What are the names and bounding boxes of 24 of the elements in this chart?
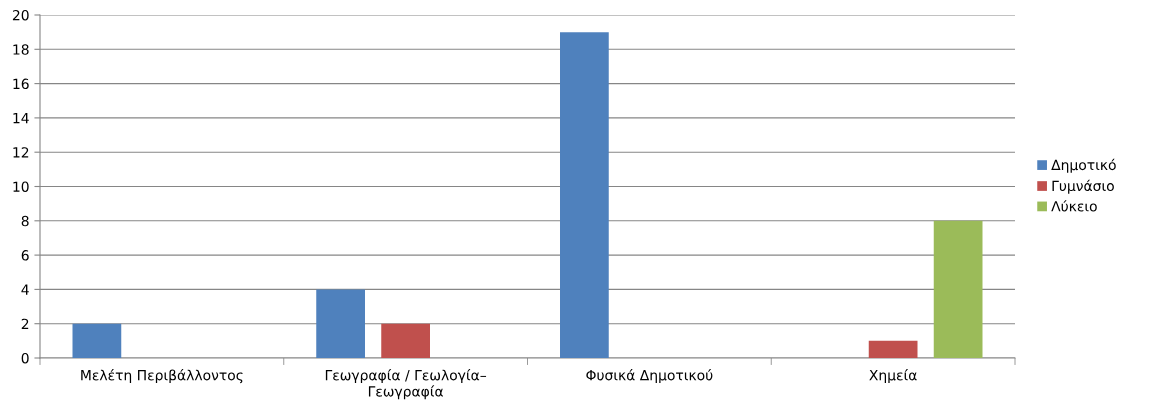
x-tick-label: Μελέτη Περιβάλλοντος bbox=[81, 369, 243, 384]
x-tick-label: Γεωγραφία / Γεωλογία–Γεωγραφία bbox=[325, 369, 487, 400]
y-tick-label: 16 bbox=[13, 78, 29, 90]
y-tick-label: 14 bbox=[13, 113, 29, 124]
bar bbox=[381, 323, 430, 358]
y-tick-label: 2 bbox=[21, 318, 29, 329]
y-tick-label: 4 bbox=[21, 284, 29, 295]
bar bbox=[316, 289, 365, 358]
legend-label: Δημοτικό bbox=[1051, 158, 1116, 173]
x-tick-label: Χημεία bbox=[869, 369, 917, 384]
bar bbox=[868, 340, 918, 358]
y-tick-label: 20 bbox=[12, 9, 29, 21]
x-tick-label: Φυσικά Δημοτικού bbox=[586, 369, 713, 384]
y-tick-label: 0 bbox=[21, 352, 29, 364]
legend-label: Γυμνάσιο bbox=[1052, 179, 1114, 194]
y-tick-label: 10 bbox=[13, 181, 29, 192]
y-tick-label: 18 bbox=[13, 44, 29, 55]
y-tick-label: 6 bbox=[21, 250, 29, 261]
bar bbox=[72, 323, 122, 358]
y-tick-label: 12 bbox=[13, 147, 29, 158]
bar bbox=[933, 220, 983, 358]
legend-label: Λύκειο bbox=[1051, 200, 1097, 212]
y-tick-label: 8 bbox=[21, 215, 29, 227]
bar bbox=[560, 32, 609, 358]
